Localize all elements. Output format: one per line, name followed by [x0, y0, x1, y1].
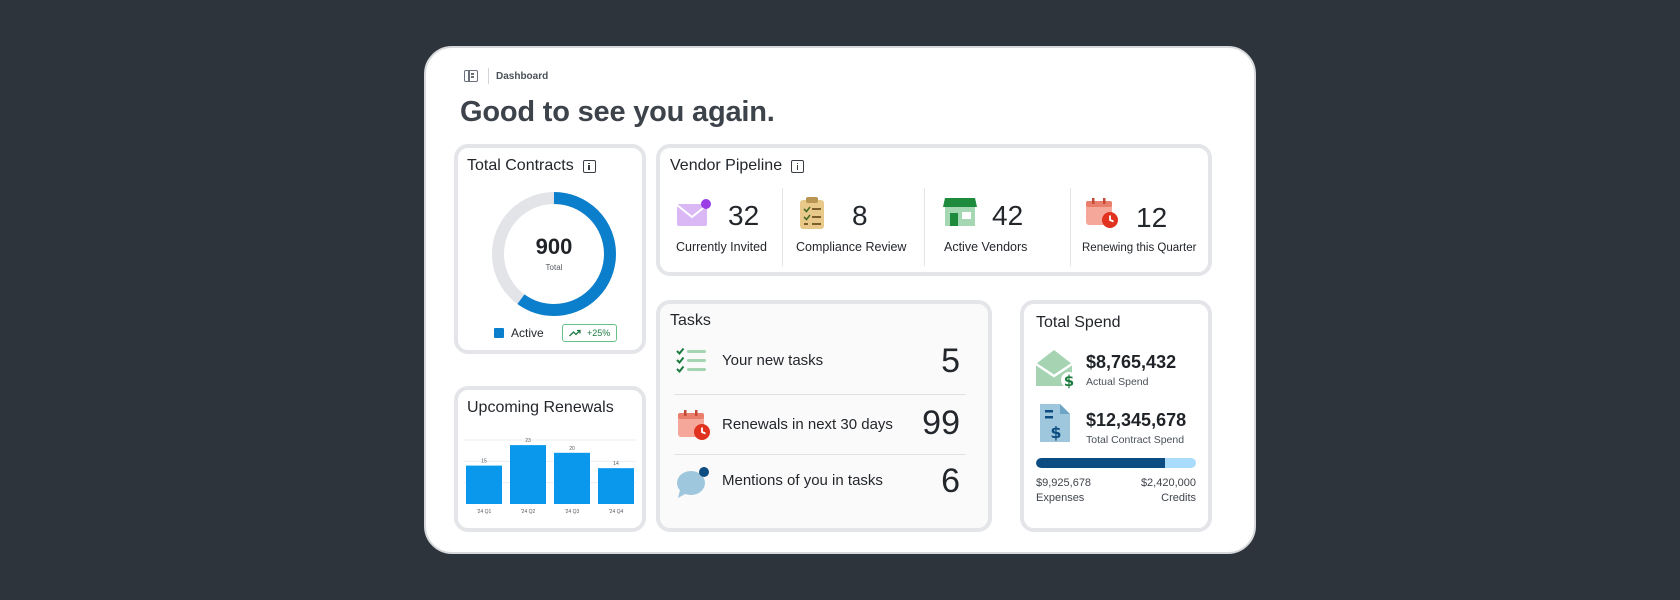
vendor-stat-value: 12 — [1136, 202, 1168, 233]
expenses-label: Expenses — [1036, 492, 1085, 504]
breadcrumb[interactable]: Dashboard — [496, 70, 549, 82]
renewal-bar[interactable] — [510, 445, 546, 504]
chat-bubble-icon — [677, 467, 709, 498]
total-contracts-value-label: Total — [545, 263, 563, 272]
document-dollar-icon: $ — [1040, 404, 1070, 442]
top-bar: Dashboard — [464, 66, 548, 86]
vendor-pipeline-title-text: Vendor Pipeline — [670, 157, 783, 174]
total-contracts-title-text: Total Contracts — [467, 157, 574, 174]
contract-spend-value: $12,345,678 — [1086, 410, 1187, 430]
storefront-icon — [943, 198, 977, 226]
task-divider — [674, 394, 966, 395]
bar-value-label: 23 — [525, 438, 531, 444]
actual-spend-value: $8,765,432 — [1086, 352, 1177, 372]
vendor-stat-compliance[interactable]: 8 Compliance Review — [796, 188, 920, 268]
growth-badge-text: +25% — [587, 328, 611, 338]
upcoming-renewals-title: Upcoming Renewals — [467, 399, 614, 416]
total-spend-title: Total Spend — [1036, 314, 1121, 331]
bar-value-label: 20 — [569, 446, 575, 452]
topbar-divider — [488, 68, 489, 84]
x-tick-label: '24 Q3 — [565, 509, 580, 515]
vendor-stat-label: Renewing this Quarter — [1082, 242, 1197, 254]
donut-center: 900 Total — [488, 188, 620, 320]
task-divider — [674, 454, 966, 455]
renewal-bar[interactable] — [598, 468, 634, 504]
renewal-bar[interactable] — [554, 452, 590, 504]
tasks-title: Tasks — [670, 312, 711, 329]
vendor-stat-label: Currently Invited — [676, 240, 768, 254]
info-icon[interactable] — [791, 159, 805, 173]
contracts-donut-chart — [492, 192, 616, 316]
tasks-card[interactable]: Tasks Your new tasks 5 R — [656, 300, 992, 532]
task-row-count: 99 — [922, 404, 960, 442]
expenses-summary: $9,925,678 Expenses — [1036, 476, 1091, 506]
sidebar-toggle-icon[interactable] — [464, 70, 478, 82]
total-spend-card[interactable]: Total Spend $ $8,765,432 Actual Spend $ … — [1020, 300, 1212, 532]
donut-active-arc — [492, 192, 616, 316]
calendar-clock-icon — [1086, 198, 1118, 228]
task-row-count: 6 — [941, 462, 960, 500]
renewals-bar-chart: 15 '24 Q1 23 '24 Q2 20 '24 Q3 14 '24 Q4 — [464, 438, 636, 515]
svg-text:$: $ — [1064, 372, 1074, 390]
task-row-label: Your new tasks — [722, 352, 824, 369]
renewal-bar[interactable] — [466, 465, 502, 504]
total-contracts-card[interactable]: Total Contracts 900 Total Active +25% — [454, 144, 646, 354]
task-row-label: Mentions of you in tasks — [722, 472, 883, 489]
vendor-stat-divider — [924, 188, 925, 266]
credits-label: Credits — [1161, 492, 1196, 504]
envelope-dollar-icon: $ — [1035, 350, 1077, 390]
vendor-pipeline-card[interactable]: Vendor Pipeline 32 Currently Invited — [656, 144, 1212, 276]
donut-legend: Active — [494, 326, 544, 340]
actual-spend-label: Actual Spend — [1086, 376, 1149, 388]
vendor-stat-active[interactable]: 42 Active Vendors — [942, 188, 1052, 268]
task-row-count: 5 — [941, 342, 960, 380]
task-row-renewals[interactable]: Renewals in next 30 days 99 — [674, 398, 966, 454]
task-row-mentions[interactable]: Mentions of you in tasks 6 — [674, 454, 966, 510]
x-tick-label: '24 Q4 — [609, 509, 624, 515]
vendor-pipeline-title: Vendor Pipeline — [670, 157, 805, 175]
total-contracts-title: Total Contracts — [467, 157, 596, 175]
x-tick-label: '24 Q2 — [521, 509, 536, 515]
bar-value-label: 14 — [613, 461, 619, 467]
legend-active-label: Active — [511, 326, 544, 340]
growth-badge: +25% — [562, 324, 618, 342]
svg-text:$: $ — [1050, 423, 1061, 442]
spend-progress-bar — [1036, 458, 1196, 468]
credits-value: $2,420,000 — [1140, 477, 1196, 489]
vendor-stat-value: 32 — [728, 200, 760, 231]
page-title: Good to see you again. — [460, 96, 775, 128]
credits-summary: $2,420,000 Credits — [1141, 476, 1196, 506]
calendar-clock-icon — [678, 410, 710, 440]
envelope-icon — [676, 199, 711, 226]
vendor-stat-value: 8 — [852, 200, 868, 231]
info-icon[interactable] — [582, 159, 596, 173]
vendor-stat-divider — [1070, 188, 1071, 266]
bar-value-label: 15 — [481, 459, 487, 465]
vendor-stat-value: 42 — [992, 200, 1024, 231]
spend-progress-fill — [1036, 458, 1165, 468]
vendor-stat-label: Active Vendors — [944, 240, 1028, 254]
expenses-value: $9,925,678 — [1036, 477, 1092, 489]
vendor-stat-invited[interactable]: 32 Currently Invited — [674, 188, 782, 268]
legend-swatch — [494, 328, 504, 338]
x-tick-label: '24 Q1 — [477, 509, 492, 515]
trend-up-icon — [569, 329, 581, 337]
task-row-new[interactable]: Your new tasks 5 — [674, 334, 966, 390]
contract-spend-label: Total Contract Spend — [1086, 434, 1185, 446]
vendor-stat-renewing[interactable]: 12 Renewing this Quarter — [1078, 188, 1208, 268]
upcoming-renewals-card[interactable]: Upcoming Renewals 15 '24 Q1 23 '24 Q2 20 '24 … — [454, 386, 646, 532]
dashboard-window: Dashboard Good to see you again. Total C… — [424, 46, 1256, 554]
task-row-label: Renewals in next 30 days — [722, 416, 893, 433]
checklist-icon — [676, 347, 706, 373]
vendor-stat-divider — [782, 188, 783, 266]
vendor-stat-label: Compliance Review — [796, 240, 907, 254]
clipboard-checklist-icon — [800, 197, 824, 229]
total-contracts-value: 900 — [535, 234, 573, 259]
